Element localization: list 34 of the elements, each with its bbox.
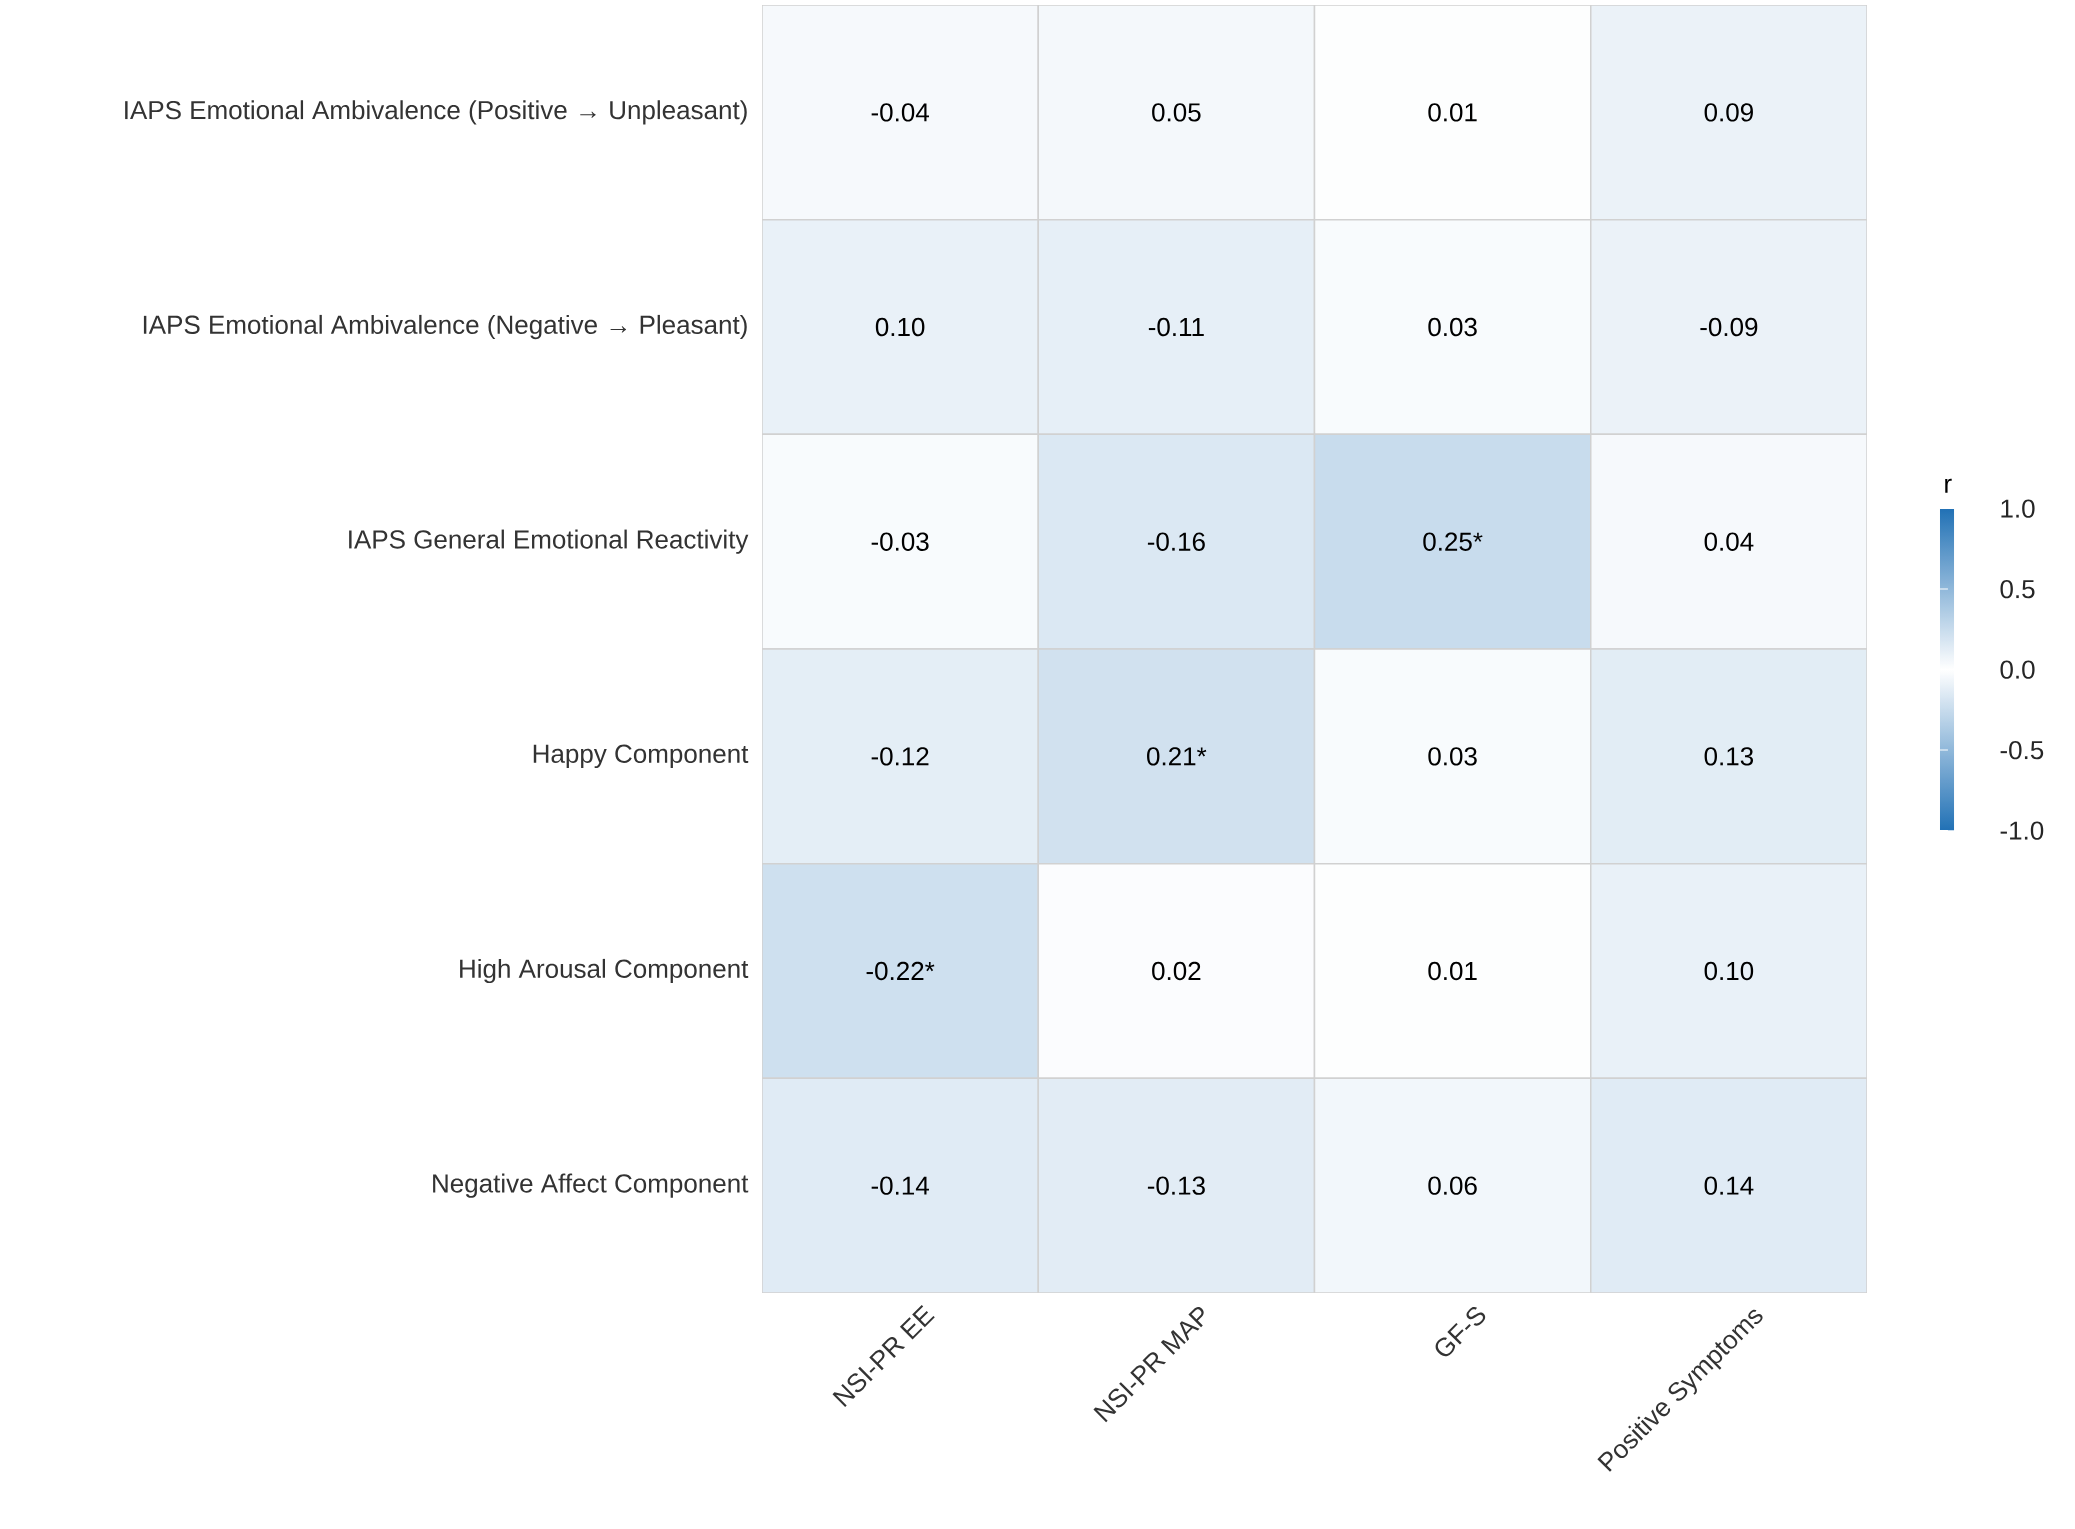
data-label: 0.03 bbox=[1428, 747, 1477, 766]
y-tick-label: Negative Affect Component bbox=[433, 1173, 749, 1198]
data-label: 0.01 bbox=[1428, 961, 1477, 981]
data-label: -0.04 bbox=[871, 103, 929, 122]
data-label: 0.05 bbox=[1152, 103, 1201, 122]
data-label: 0.25* bbox=[1423, 532, 1483, 551]
data-label: -0.16 bbox=[1147, 532, 1205, 551]
data-label: 0.10 bbox=[1704, 961, 1754, 981]
color-bar-label: -0.5 bbox=[2000, 740, 2044, 760]
data-label: -0.13 bbox=[1147, 1176, 1205, 1195]
y-tick-label: IAPS Emotional Ambivalence (Negative → Pleasant) bbox=[143, 314, 747, 340]
data-label: 0.01 bbox=[1428, 103, 1477, 122]
data-label: -0.03 bbox=[871, 532, 929, 551]
data-label: 0.14 bbox=[1704, 1176, 1754, 1195]
data-label: 0.13 bbox=[1704, 747, 1754, 766]
data-label: 0.04 bbox=[1704, 532, 1754, 551]
data-label: 0.06 bbox=[1428, 1176, 1477, 1195]
data-label: -0.14 bbox=[871, 1176, 929, 1195]
data-label: -0.11 bbox=[1148, 317, 1204, 337]
data-label: 0.03 bbox=[1428, 317, 1477, 337]
data-label: 0.21* bbox=[1147, 747, 1207, 766]
data-label: -0.09 bbox=[1700, 317, 1758, 337]
color-bar-label: 0.5 bbox=[2000, 579, 2035, 599]
color-bar-title: r bbox=[1945, 478, 1952, 493]
data-label: -0.12 bbox=[871, 747, 929, 766]
data-label: 0.09 bbox=[1704, 103, 1753, 122]
data-label: 0.02 bbox=[1152, 961, 1201, 981]
y-tick-label: High Arousal Component bbox=[460, 958, 749, 984]
y-tick-label: IAPS General Emotional Reactivity bbox=[349, 529, 749, 554]
color-bar-label: -1.0 bbox=[2000, 821, 2044, 840]
color-bar-label: 1.0 bbox=[2001, 499, 2035, 518]
y-tick-label: IAPS Emotional Ambivalence (Positive → Unpleasant) bbox=[125, 100, 747, 125]
y-tick-label: Happy Component bbox=[533, 744, 749, 769]
color-bar-label: 0.0 bbox=[2000, 660, 2035, 679]
